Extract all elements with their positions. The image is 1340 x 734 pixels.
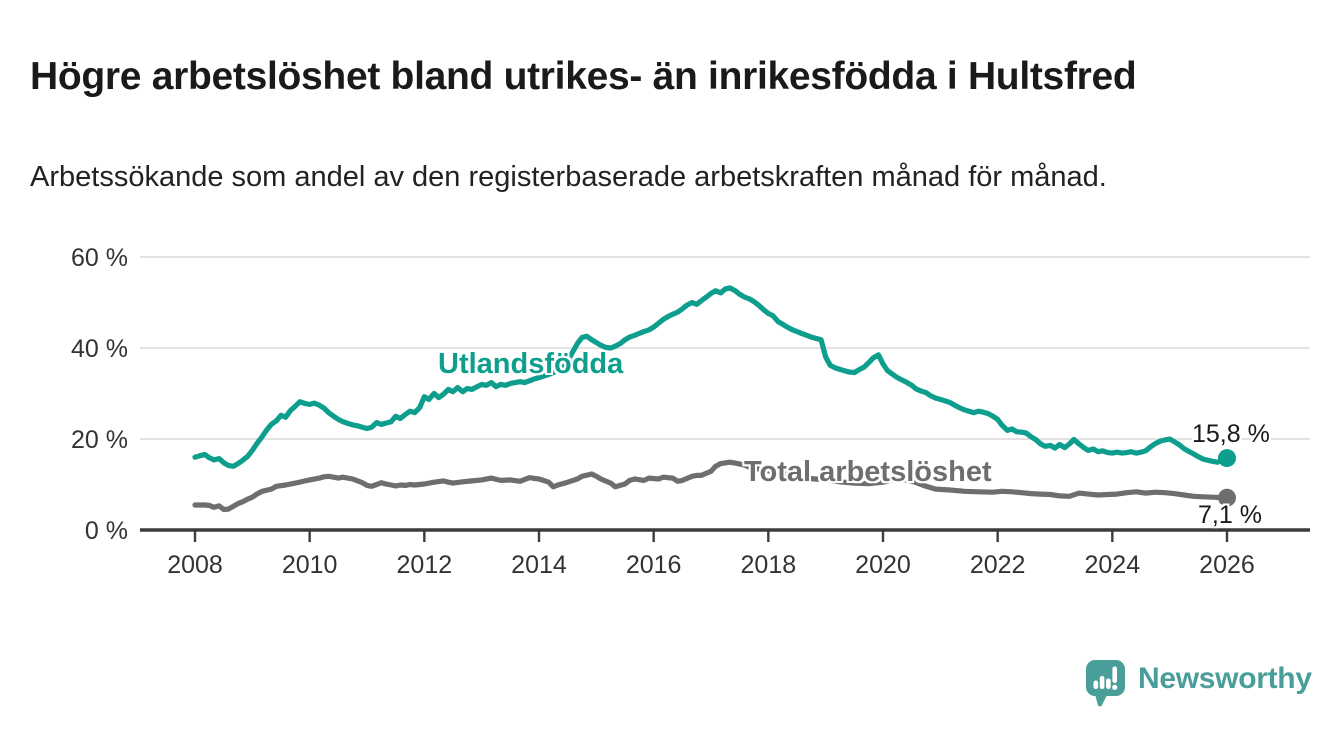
- x-tick-label-2010: 2010: [282, 551, 338, 579]
- brand-footer: Newsworthy: [1086, 659, 1312, 709]
- series-line-total-arbetsl-shet: [192, 459, 1230, 513]
- end-value-label-total: 7,1 %: [1198, 501, 1262, 529]
- end-value-label-utlandsfodda: 15,8 %: [1192, 420, 1270, 448]
- brand-name: Newsworthy: [1138, 662, 1312, 695]
- x-tick-label-2022: 2022: [970, 551, 1026, 579]
- y-tick-label-20: 20 %: [71, 426, 128, 454]
- series-line-utlandsf-dda: [192, 285, 1230, 469]
- y-tick-label-60: 60 %: [71, 244, 128, 272]
- y-tick-label-40: 40 %: [71, 335, 128, 363]
- series-label-total-arbetsloshet: Total arbetslöshet: [744, 456, 992, 488]
- x-tick-label-2016: 2016: [626, 551, 682, 579]
- x-tick-label-2024: 2024: [1085, 551, 1141, 579]
- chart-subtitle: Arbetssökande som andel av den registerb…: [30, 161, 1107, 193]
- x-tick-label-2008: 2008: [167, 551, 223, 579]
- chart-title: Högre arbetslöshet bland utrikes- än inr…: [30, 55, 1137, 99]
- x-tick-label-2018: 2018: [741, 551, 797, 579]
- x-tick-label-2014: 2014: [511, 551, 567, 579]
- end-dot-utlandsf-dda: [1217, 449, 1236, 468]
- x-tick-label-2012: 2012: [397, 551, 453, 579]
- y-tick-label-0: 0 %: [85, 517, 128, 545]
- series-label-utlandsfodda: Utlandsfödda: [438, 348, 624, 380]
- x-tick-label-2020: 2020: [855, 551, 911, 579]
- end-dot-total-arbetsl-shet: [1217, 488, 1236, 507]
- x-tick-label-2026: 2026: [1199, 551, 1255, 579]
- newsworthy-logo-icon: [1086, 660, 1125, 707]
